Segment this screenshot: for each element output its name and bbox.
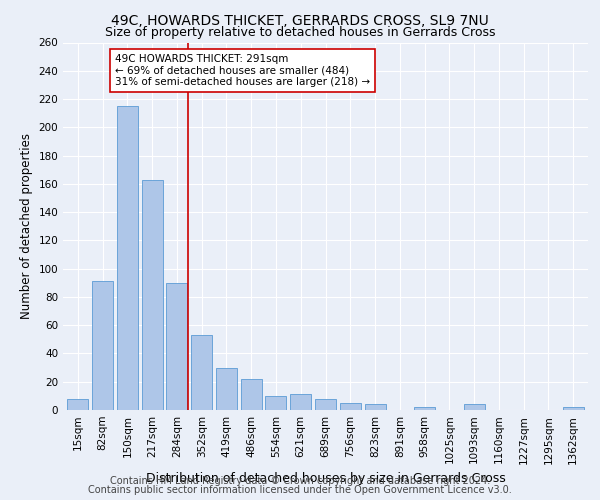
Bar: [166, 283, 187, 410]
Bar: [241, 379, 262, 410]
Bar: [315, 398, 336, 410]
Bar: [365, 404, 386, 410]
Bar: [191, 335, 212, 410]
Bar: [563, 407, 584, 410]
Bar: [216, 368, 237, 410]
Text: 49C HOWARDS THICKET: 291sqm
← 69% of detached houses are smaller (484)
31% of se: 49C HOWARDS THICKET: 291sqm ← 69% of det…: [115, 54, 370, 87]
Bar: [117, 106, 138, 410]
X-axis label: Distribution of detached houses by size in Gerrards Cross: Distribution of detached houses by size …: [146, 472, 505, 485]
Text: Size of property relative to detached houses in Gerrards Cross: Size of property relative to detached ho…: [105, 26, 495, 39]
Bar: [67, 398, 88, 410]
Y-axis label: Number of detached properties: Number of detached properties: [20, 133, 33, 320]
Bar: [464, 404, 485, 410]
Bar: [414, 407, 435, 410]
Text: Contains HM Land Registry data © Crown copyright and database right 2024.: Contains HM Land Registry data © Crown c…: [110, 476, 490, 486]
Bar: [92, 282, 113, 410]
Bar: [340, 403, 361, 410]
Bar: [142, 180, 163, 410]
Text: Contains public sector information licensed under the Open Government Licence v3: Contains public sector information licen…: [88, 485, 512, 495]
Bar: [290, 394, 311, 410]
Text: 49C, HOWARDS THICKET, GERRARDS CROSS, SL9 7NU: 49C, HOWARDS THICKET, GERRARDS CROSS, SL…: [111, 14, 489, 28]
Bar: [265, 396, 286, 410]
